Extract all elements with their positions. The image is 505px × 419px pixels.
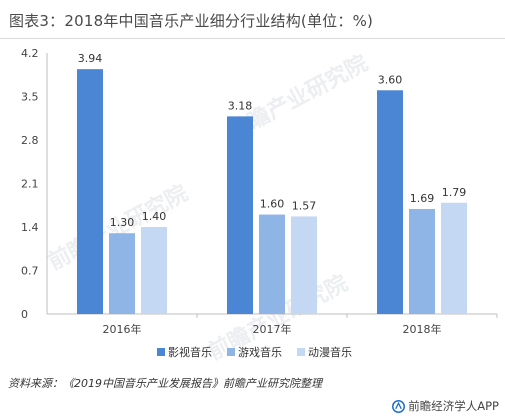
bar-value-label: 3.18 (228, 99, 253, 112)
qianzhan-logo-icon (392, 399, 406, 413)
bar (109, 233, 135, 314)
brand-footer: 前瞻经济学人APP (392, 398, 499, 414)
y-tick-label: 0 (21, 308, 28, 321)
y-tick-label: 2.8 (21, 134, 39, 147)
bar-value-label: 1.69 (410, 192, 435, 205)
legend-swatch (157, 348, 165, 356)
chart-title: 图表3：2018年中国音乐产业细分行业结构(单位：%) (9, 12, 374, 30)
bar (291, 216, 317, 314)
bar-value-label: 1.30 (110, 216, 135, 229)
legend-swatch (297, 348, 305, 356)
x-category-label: 2017年 (253, 322, 292, 336)
bar-value-label: 1.57 (292, 199, 317, 212)
y-tick-label: 2.1 (21, 178, 39, 191)
bar-chart: 0 0.7 1.4 2.1 2.8 3.5 4.2 3.94 1.30 1.40 2016年 3.18… (21, 47, 498, 359)
bar (377, 90, 403, 315)
source-note: 资料来源：《2019中国音乐产业发展报告》前瞻产业研究院整理 (8, 377, 322, 390)
bar-value-label: 1.40 (142, 210, 167, 223)
y-tick-label: 3.5 (21, 91, 39, 104)
bar-value-label: 1.79 (442, 186, 467, 199)
y-tick-label: 4.2 (21, 47, 39, 60)
bar (441, 202, 467, 314)
legend-swatch (227, 348, 235, 356)
y-tick-label: 0.7 (21, 265, 39, 278)
legend-label: 动漫音乐 (308, 345, 352, 359)
legend-label: 游戏音乐 (238, 345, 282, 359)
y-tick-label: 1.4 (21, 221, 39, 234)
x-category-label: 2016年 (103, 322, 142, 336)
legend-label: 影视音乐 (168, 345, 212, 359)
bar-value-label: 3.60 (378, 73, 403, 86)
bar-value-label: 1.60 (260, 198, 285, 211)
bar (77, 69, 103, 315)
bar-value-label: 3.94 (78, 52, 103, 65)
bar (409, 208, 435, 314)
bar (259, 214, 285, 314)
bar (141, 227, 167, 314)
x-category-label: 2018年 (403, 322, 442, 336)
brand-label: 前瞻经济学人APP (408, 399, 499, 413)
title-divider (0, 38, 505, 39)
bar (227, 116, 253, 314)
